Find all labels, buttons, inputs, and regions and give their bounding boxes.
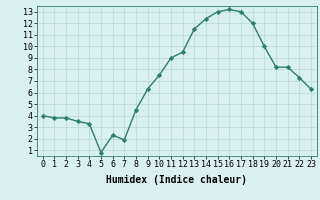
X-axis label: Humidex (Indice chaleur): Humidex (Indice chaleur) xyxy=(106,175,247,185)
